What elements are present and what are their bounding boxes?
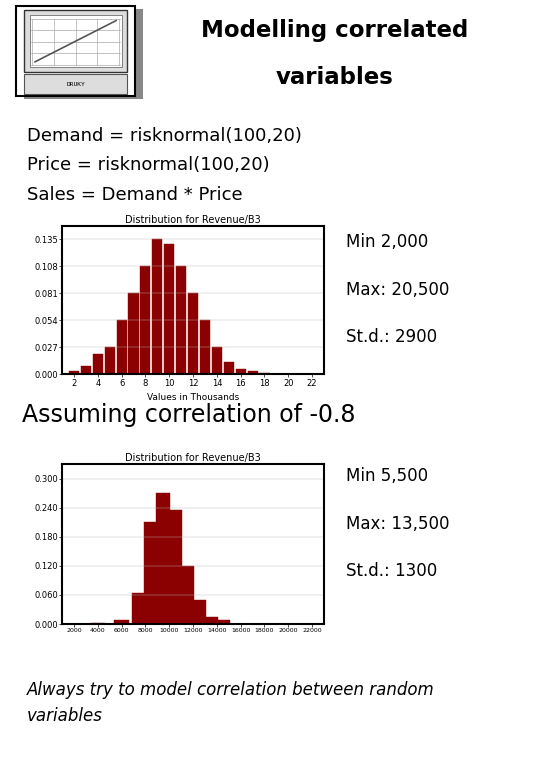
Text: Always try to model correlation between random
variables: Always try to model correlation between …: [27, 680, 435, 725]
Bar: [212, 347, 222, 374]
Text: St.d.: 2900: St.d.: 2900: [346, 328, 437, 346]
Bar: [204, 617, 218, 624]
Text: Max: 13,500: Max: 13,500: [346, 515, 449, 533]
Bar: [81, 367, 91, 374]
Bar: [180, 566, 194, 624]
Text: Min 2,000: Min 2,000: [346, 233, 428, 251]
Bar: [247, 371, 258, 374]
Bar: [140, 266, 151, 374]
Text: Max: 20,500: Max: 20,500: [346, 281, 449, 299]
Text: St.d.: 1300: St.d.: 1300: [346, 562, 437, 580]
Text: Sales = Demand * Price: Sales = Demand * Price: [27, 186, 242, 204]
Bar: [93, 354, 103, 374]
Bar: [16, 6, 135, 96]
Text: Price = risknormal(100,20): Price = risknormal(100,20): [27, 156, 269, 174]
Bar: [188, 293, 198, 374]
Bar: [144, 523, 159, 624]
Bar: [168, 510, 183, 624]
Bar: [224, 363, 234, 374]
Bar: [192, 600, 206, 624]
Text: Assuming correlation of -0.8: Assuming correlation of -0.8: [22, 403, 355, 427]
Text: variables: variables: [276, 66, 394, 89]
Text: Demand = risknormal(100,20): Demand = risknormal(100,20): [27, 127, 302, 145]
Bar: [152, 239, 163, 374]
Bar: [200, 321, 210, 374]
Bar: [129, 293, 139, 374]
Bar: [24, 9, 143, 99]
X-axis label: Values in Thousands: Values in Thousands: [147, 393, 239, 402]
Bar: [176, 266, 186, 374]
Bar: [69, 371, 79, 374]
Text: Min 5,500: Min 5,500: [346, 467, 428, 485]
Bar: [117, 321, 127, 374]
Bar: [24, 10, 127, 72]
Bar: [156, 493, 171, 624]
Bar: [132, 593, 147, 624]
Bar: [164, 244, 174, 374]
Bar: [91, 623, 105, 624]
Bar: [30, 16, 122, 67]
Bar: [215, 620, 230, 624]
Text: Modelling correlated: Modelling correlated: [201, 20, 468, 42]
Text: DRUKY: DRUKY: [66, 83, 85, 87]
Bar: [235, 370, 246, 374]
Bar: [24, 74, 127, 94]
Bar: [114, 620, 129, 624]
Title: Distribution for Revenue/B3: Distribution for Revenue/B3: [125, 215, 261, 225]
Title: Distribution for Revenue/B3: Distribution for Revenue/B3: [125, 453, 261, 463]
Bar: [105, 347, 115, 374]
